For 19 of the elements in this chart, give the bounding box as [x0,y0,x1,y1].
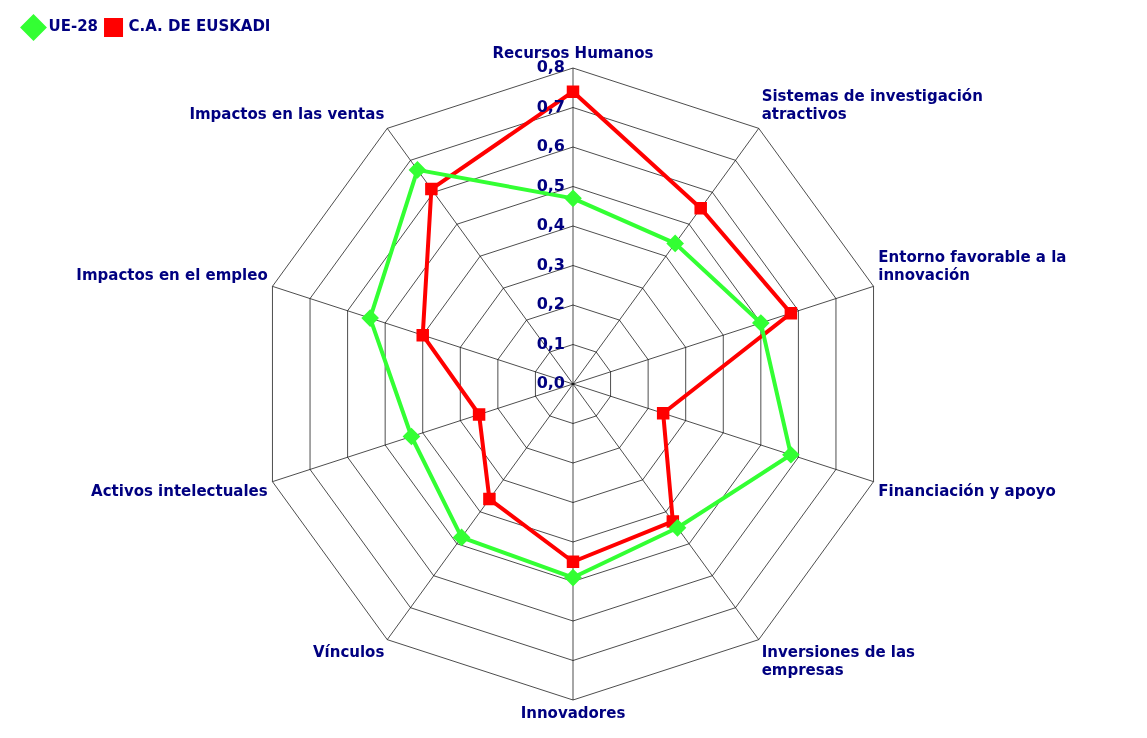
spoke-label: Inversiones de las empresas [761,642,916,679]
legend-label: UE-28 [48,17,99,36]
y-tick-label: 0,8 [536,57,565,77]
spoke-label: Sistemas de investigación atractivos [761,87,983,124]
spoke-label: Innovadores [520,703,626,722]
spoke-label: Activos intelectuales [91,482,268,501]
y-tick-label: 0,6 [536,136,565,156]
spoke-label: Impactos en el empleo [76,265,268,284]
y-tick-label: 0,2 [536,294,565,314]
y-tick-label: 0,0 [536,373,565,393]
y-tick-label: 0,3 [536,254,565,274]
spoke-label: Impactos en las ventas [189,105,385,124]
spoke-label: Financiación y apoyo [878,482,1056,501]
spoke-label: Entorno favorable a la innovación [878,247,1067,284]
legend-label: C.A. DE EUSKADI [128,17,271,36]
y-tick-label: 0,1 [536,333,565,353]
y-tick-label: 0,4 [536,215,565,235]
y-tick-label: 0,5 [536,175,565,195]
spoke-label: Vínculos [312,642,385,661]
